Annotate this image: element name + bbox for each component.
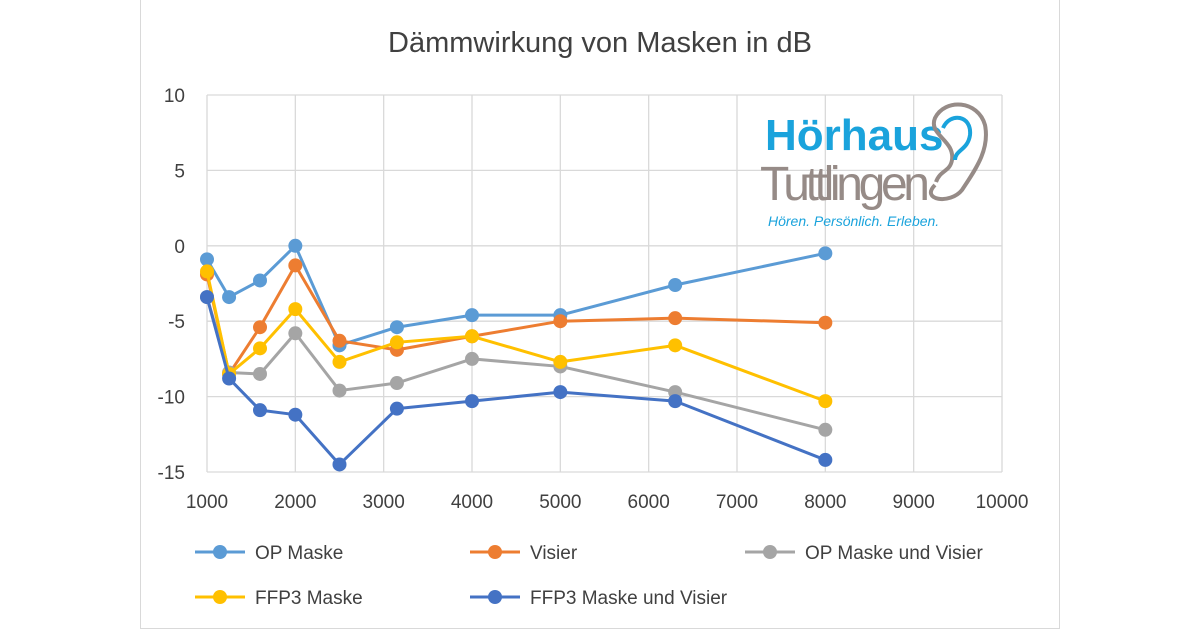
x-tick-label: 6000 — [628, 492, 670, 513]
data-point — [553, 385, 568, 400]
data-point — [253, 341, 267, 356]
logo-line2: Tuttlingen — [760, 158, 930, 211]
series-line — [205, 296, 826, 466]
data-point — [288, 302, 303, 317]
data-point — [818, 452, 833, 467]
data-point — [553, 354, 568, 369]
data-point — [222, 290, 237, 305]
x-tick-label: 10000 — [976, 492, 1029, 513]
data-point — [222, 371, 237, 386]
x-tick-label: 1000 — [186, 492, 228, 513]
data-point — [465, 394, 479, 409]
data-point — [465, 351, 479, 366]
data-point — [818, 246, 833, 261]
x-tick-label: 7000 — [716, 492, 758, 513]
legend-label: OP Maske — [255, 543, 343, 564]
y-tick-label: -5 — [168, 312, 185, 333]
legend-marker — [488, 545, 502, 559]
logo-line1: Hörhaus — [765, 111, 943, 160]
data-point — [389, 335, 404, 350]
ear-icon — [928, 102, 988, 202]
data-point — [465, 308, 479, 323]
data-point — [818, 394, 833, 409]
ear-inner-icon — [941, 115, 973, 161]
data-point — [200, 252, 214, 267]
data-point — [253, 273, 267, 288]
data-point — [332, 354, 347, 369]
data-point — [668, 311, 683, 326]
data-point — [253, 366, 267, 381]
y-tick-label: 5 — [174, 161, 185, 182]
x-tick-label: 2000 — [274, 492, 316, 513]
data-point — [288, 407, 303, 422]
x-tick-label: 9000 — [893, 492, 935, 513]
y-tick-label: -15 — [158, 463, 185, 484]
y-tick-label: 0 — [174, 237, 185, 258]
legend-label: OP Maske und Visier — [805, 543, 983, 564]
data-point — [288, 238, 303, 253]
series-group — [200, 238, 833, 472]
legend-label: Visier — [530, 543, 578, 564]
data-point — [553, 314, 568, 329]
data-point — [253, 320, 267, 335]
data-point — [668, 338, 683, 353]
data-point — [465, 329, 479, 344]
y-tick-label: -10 — [158, 388, 185, 409]
data-point — [288, 258, 303, 273]
data-point — [288, 326, 303, 341]
data-point — [332, 457, 347, 472]
data-point — [200, 264, 214, 279]
legend-marker — [213, 545, 227, 559]
hoerhaus-logo: Hörhaus Tuttlingen Hören. Persönlich. Er… — [760, 102, 988, 229]
series-line — [205, 263, 826, 376]
x-tick-label: 3000 — [363, 492, 405, 513]
legend-label: FFP3 Maske und Visier — [530, 588, 728, 609]
chart-title: Dämmwirkung von Masken in dB — [388, 27, 812, 59]
data-point — [818, 422, 833, 437]
data-point — [253, 403, 267, 418]
chart-frame — [140, 0, 1060, 629]
legend-marker — [488, 590, 502, 604]
x-tick-label: 8000 — [804, 492, 846, 513]
data-point — [389, 320, 404, 335]
data-point — [818, 315, 833, 330]
data-point — [389, 376, 404, 391]
x-tick-label: 5000 — [539, 492, 581, 513]
series-line — [205, 296, 826, 432]
data-point — [668, 394, 683, 409]
legend: OP Maske Visier OP Maske und Visier FFP3 Ma… — [195, 543, 983, 609]
data-point — [668, 278, 683, 293]
data-point — [389, 401, 404, 416]
legend-marker — [213, 590, 227, 604]
x-tick-label: 4000 — [451, 492, 493, 513]
legend-marker — [763, 545, 777, 559]
data-point — [332, 383, 347, 398]
legend-label: FFP3 Maske — [255, 588, 363, 609]
series-line — [205, 244, 826, 347]
data-point — [200, 290, 214, 305]
series-line — [205, 271, 826, 403]
logo-tagline: Hören. Persönlich. Erleben. — [768, 213, 939, 229]
y-tick-label: 10 — [164, 86, 185, 107]
data-point — [332, 333, 347, 348]
